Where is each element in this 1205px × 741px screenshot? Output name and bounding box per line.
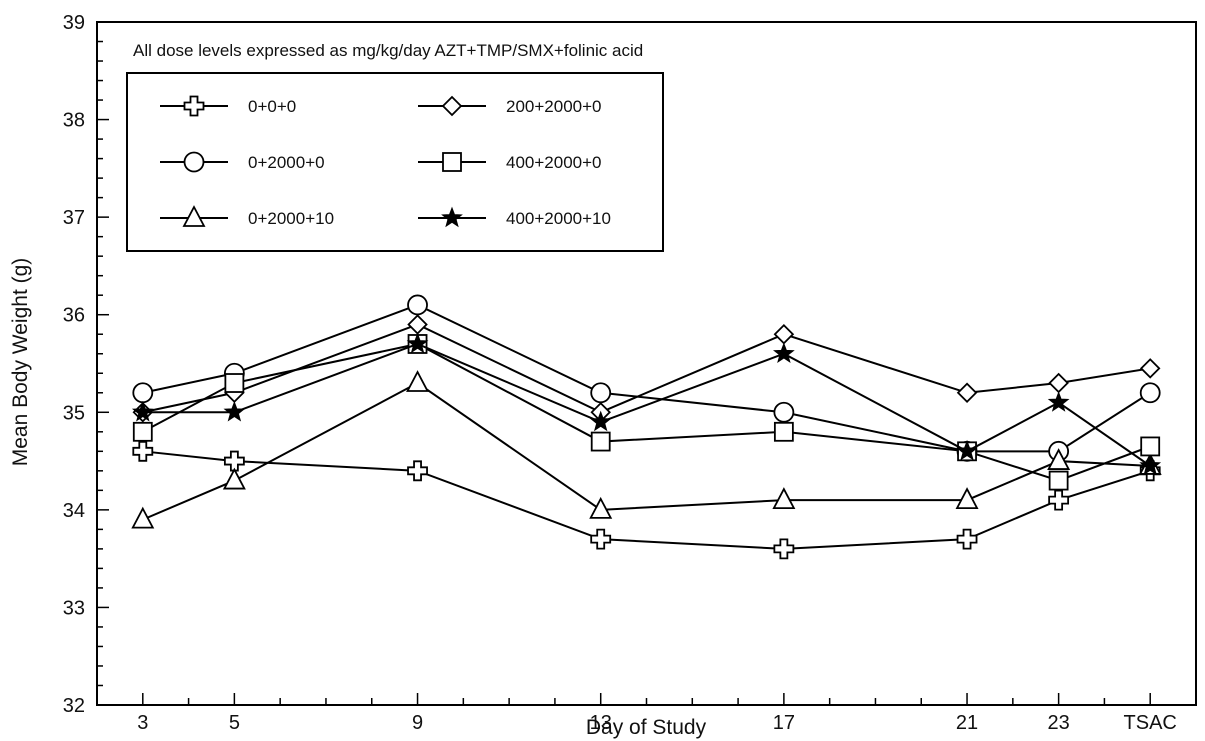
data-point (773, 538, 795, 560)
data-point (224, 373, 245, 393)
legend-item: 400+2000+10 (418, 206, 611, 228)
legend-marker (441, 95, 463, 117)
data-point (407, 294, 428, 316)
data-point (1048, 489, 1070, 511)
x-tick-label: TSAC (1124, 712, 1177, 734)
data-point (223, 450, 245, 472)
legend-label: 0+2000+0 (248, 153, 325, 172)
data-point (773, 342, 795, 363)
data-point (1047, 448, 1071, 470)
data-point (1048, 470, 1069, 491)
series-cross (132, 440, 1161, 560)
series-line (142, 342, 1151, 482)
legend-marker (183, 95, 205, 117)
data-point (407, 460, 428, 482)
data-point (1139, 382, 1161, 404)
legend-label: 0+0+0 (248, 97, 296, 116)
legend-item: 0+0+0 (160, 95, 296, 117)
y-tick-label: 33 (63, 597, 85, 619)
series-line (142, 381, 1151, 521)
data-point (132, 440, 154, 462)
data-point (772, 487, 796, 510)
data-point (773, 401, 795, 423)
data-point (590, 528, 612, 550)
data-point (956, 439, 978, 461)
legend-item: 0+2000+0 (160, 151, 325, 173)
legend-item: 200+2000+0 (418, 95, 602, 117)
x-tick-label: 9 (412, 712, 423, 734)
legend-marker (442, 152, 462, 172)
x-tick-label: 13 (590, 712, 612, 734)
legend: 0+0+0 0+2000+0 0+2000+10 200+2000+0 400+2000… (160, 95, 611, 228)
data-point (590, 382, 612, 404)
data-point (956, 528, 978, 550)
series-square (132, 334, 1161, 491)
x-tick-label: 5 (229, 712, 240, 734)
data-point (131, 506, 155, 529)
data-point (1139, 454, 1162, 476)
data-point (132, 421, 153, 442)
x-tick-label: 21 (956, 712, 978, 734)
series-star (131, 332, 1162, 476)
legend-marker (183, 151, 205, 173)
y-tick-label: 32 (63, 695, 85, 717)
y-axis-title: Mean Body Weight (g) (9, 258, 32, 467)
data-point (773, 323, 795, 345)
data-point (407, 314, 428, 335)
y-tick-label: 34 (63, 500, 85, 522)
data-point (589, 410, 612, 432)
data-point (1047, 391, 1070, 412)
data-point (956, 382, 978, 404)
dose-note: All dose levels expressed as mg/kg/day A… (133, 41, 643, 60)
y-tick-label: 36 (63, 305, 85, 327)
legend-label: 400+2000+10 (506, 209, 611, 228)
data-point (1140, 436, 1161, 457)
y-tick-label: 38 (63, 110, 85, 132)
y-tick-label: 37 (63, 207, 85, 229)
data-point (406, 370, 430, 392)
legend-label: 200+2000+0 (506, 97, 602, 116)
series-circle (132, 294, 1161, 462)
x-axis-title: Day of Study (586, 716, 707, 739)
legend-item: 0+2000+10 (160, 205, 334, 228)
legend-item: 400+2000+0 (418, 152, 602, 172)
data-point (1139, 358, 1161, 379)
data-point (955, 487, 979, 510)
x-tick-label: 17 (773, 712, 795, 734)
data-point (589, 496, 613, 519)
data-point (132, 382, 154, 404)
y-tick-label: 35 (63, 402, 85, 424)
data-point (1048, 372, 1069, 394)
data-point (223, 400, 246, 422)
data-point (222, 467, 246, 490)
series-line (142, 450, 1151, 550)
data-point (131, 400, 154, 422)
series-layer (131, 294, 1162, 560)
x-tick-label: 23 (1048, 712, 1070, 734)
legend-label: 400+2000+0 (506, 153, 602, 172)
legend-marker (182, 205, 206, 227)
series-line (142, 323, 1151, 414)
axis-ticks (97, 21, 1151, 706)
data-point (590, 431, 611, 452)
data-point (406, 332, 429, 354)
legend-label: 0+2000+10 (248, 209, 334, 228)
x-tick-label: 3 (137, 712, 148, 734)
series-triangle (131, 370, 1162, 529)
series-line (142, 342, 1151, 467)
series-line (142, 303, 1151, 453)
legend-marker (441, 206, 463, 228)
data-point (773, 421, 794, 442)
y-tick-label: 39 (63, 12, 85, 34)
